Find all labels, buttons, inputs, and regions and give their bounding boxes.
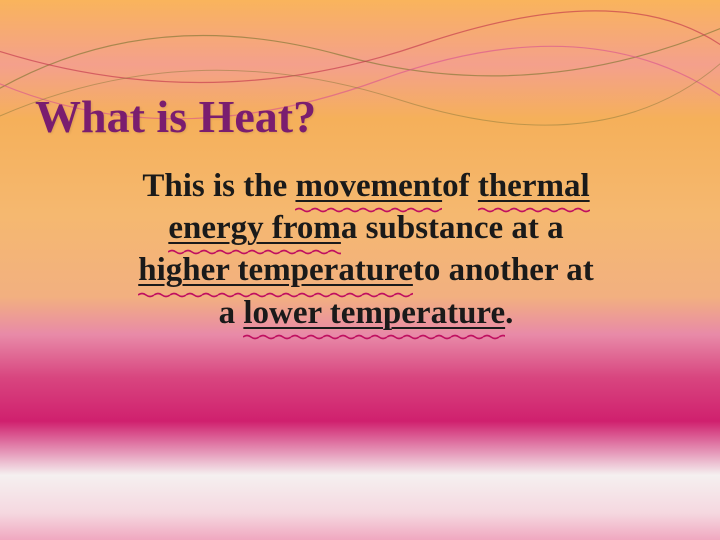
body-text-segment: a: [219, 295, 244, 331]
body-text-segment: of: [442, 168, 478, 204]
body-text-segment: .: [505, 295, 513, 331]
body-text-segment: a substance at a: [341, 210, 564, 246]
emphasized-text: movement: [295, 165, 442, 207]
slide: What is Heat? This is the movement of th…: [0, 0, 720, 540]
slide-body: This is the movement of thermal energy f…: [62, 165, 670, 334]
body-text-segment: to another at: [413, 252, 594, 288]
emphasized-text: energy from: [168, 207, 341, 249]
body-text-segment: This is the: [142, 168, 295, 204]
emphasized-text: lower temperature: [243, 292, 505, 334]
decorative-swoosh: [0, 0, 720, 170]
slide-title: What is Heat?: [35, 90, 316, 143]
emphasized-text: higher temperature: [138, 249, 413, 291]
emphasized-text: thermal: [478, 165, 590, 207]
